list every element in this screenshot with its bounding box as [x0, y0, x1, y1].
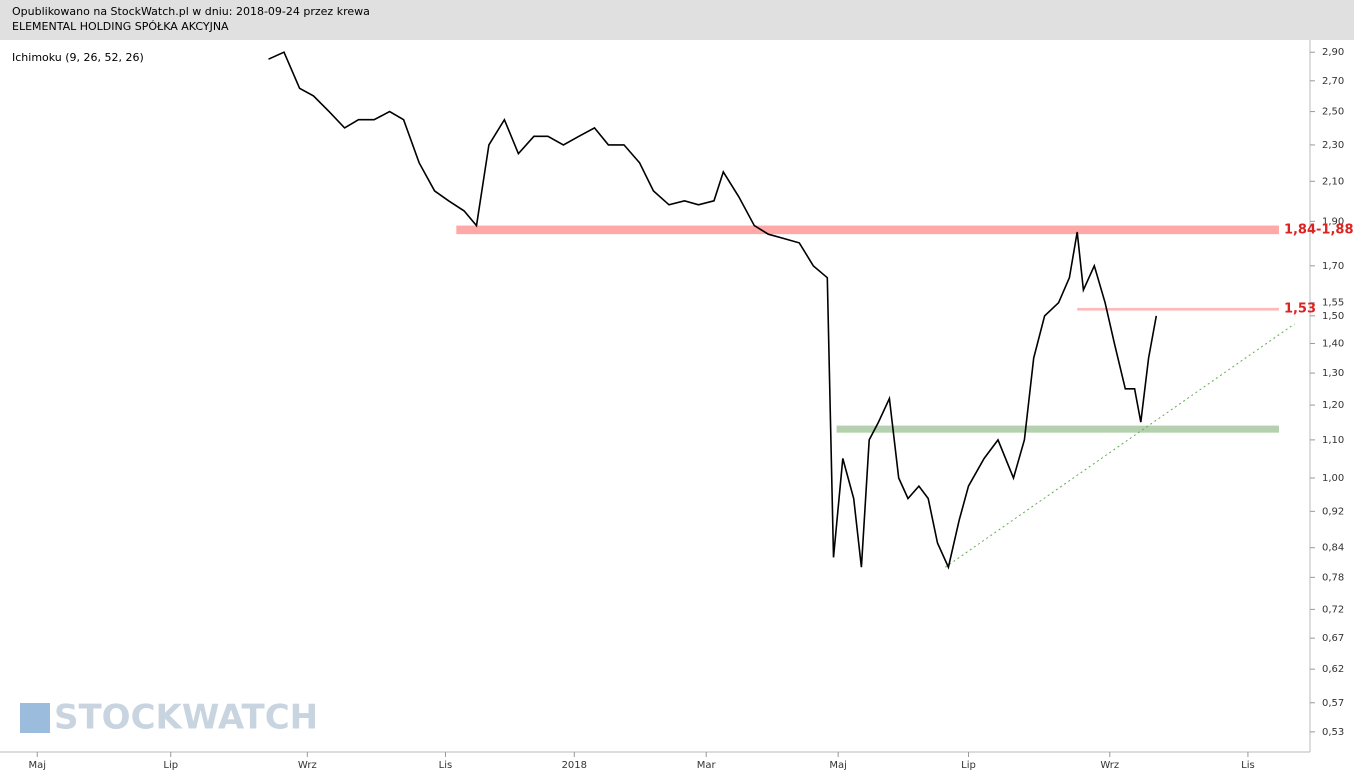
y-tick-label: 1,40: [1322, 338, 1344, 349]
x-tick-label: 2018: [562, 760, 587, 771]
x-tick-label: Lip: [961, 760, 976, 771]
y-tick-label: 0,78: [1322, 572, 1344, 583]
price-line: [268, 51, 1158, 570]
y-tick-label: 1,55: [1322, 298, 1344, 309]
y-tick-label: 0,62: [1322, 664, 1344, 675]
y-tick-label: 1,30: [1322, 368, 1344, 379]
x-tick-label: Lip: [163, 760, 178, 771]
y-tick-label: 0,53: [1322, 727, 1344, 738]
y-tick-label: 0,92: [1322, 506, 1344, 517]
trendline: [944, 323, 1295, 568]
level-band: [836, 425, 1279, 433]
x-tick-label: Wrz: [298, 760, 317, 771]
y-tick-label: 1,50: [1322, 311, 1344, 322]
x-tick-label: Mar: [697, 760, 717, 771]
level-label: 1,53: [1284, 302, 1316, 317]
x-tick-label: Lis: [1241, 760, 1255, 771]
y-tick-label: 0,84: [1322, 543, 1344, 554]
y-tick-label: 1,70: [1322, 261, 1344, 272]
company: ELEMENTAL HOLDING SPÓŁKA AKCYJNA: [12, 20, 229, 33]
level-band: [1077, 307, 1279, 311]
y-tick-label: 1,00: [1322, 473, 1344, 484]
x-tick-label: Maj: [28, 760, 46, 771]
y-tick-label: 2,10: [1322, 176, 1344, 187]
y-tick-label: 0,57: [1322, 698, 1344, 709]
x-tick-label: Maj: [829, 760, 847, 771]
y-tick-label: 2,70: [1322, 76, 1344, 87]
x-tick-label: Wrz: [1100, 760, 1119, 771]
y-tick-label: 2,90: [1322, 47, 1344, 58]
y-tick-label: 2,50: [1322, 107, 1344, 118]
watermark-icon: [20, 703, 50, 733]
x-tick-label: Lis: [439, 760, 453, 771]
y-tick-label: 1,20: [1322, 400, 1344, 411]
level-label: 1,84-1,88: [1284, 222, 1354, 237]
watermark: STOCKWATCH: [54, 698, 318, 738]
published: Opublikowano na StockWatch.pl w dniu: 20…: [12, 5, 370, 18]
y-tick-label: 2,30: [1322, 140, 1344, 151]
y-tick-label: 0,72: [1322, 604, 1344, 615]
y-tick-label: 1,10: [1322, 435, 1344, 446]
header-bar: [0, 0, 1354, 40]
level-band: [456, 225, 1279, 235]
indicator: Ichimoku (9, 26, 52, 26): [12, 51, 144, 64]
y-tick-label: 1,90: [1322, 216, 1344, 227]
y-tick-label: 0,67: [1322, 633, 1344, 644]
